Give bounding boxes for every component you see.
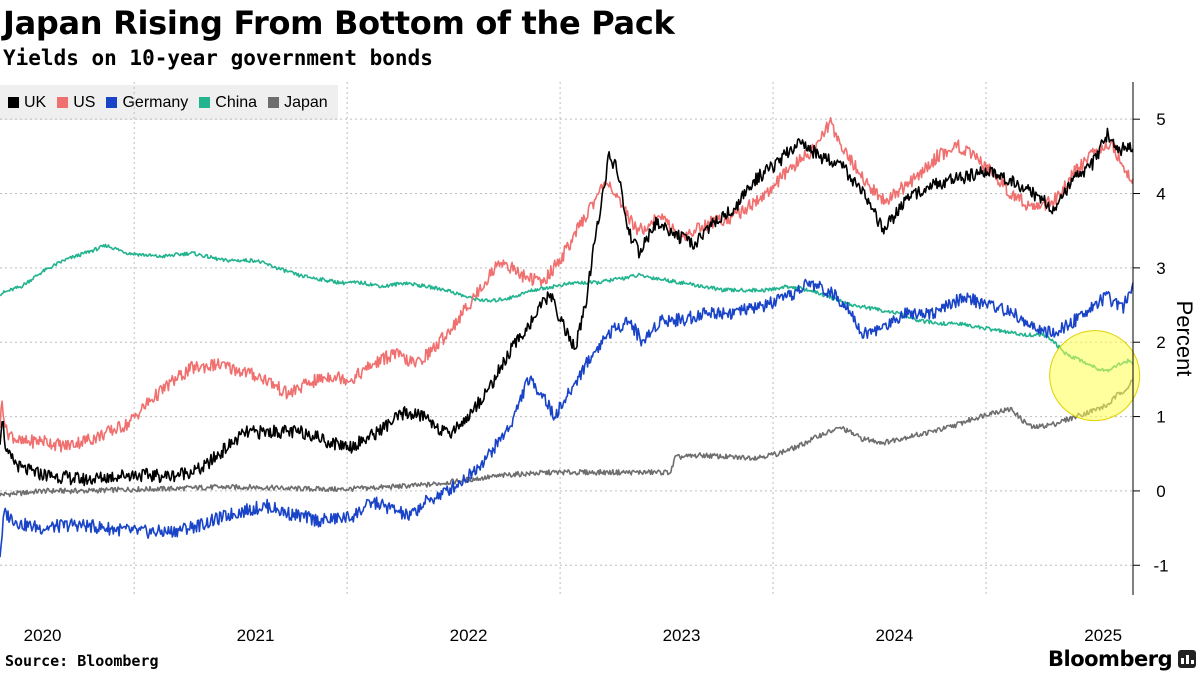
legend-label-japan: Japan — [284, 93, 328, 111]
legend-label-us: US — [73, 93, 96, 111]
bloomberg-icon — [1178, 650, 1196, 668]
y-tick-label: 1 — [1156, 408, 1165, 427]
series-line-japan — [0, 378, 1134, 498]
legend-swatch-uk — [8, 97, 19, 108]
y-tick-label: 2 — [1156, 333, 1165, 352]
chart-legend: UK US Germany China Japan — [0, 85, 338, 120]
legend-swatch-us — [57, 97, 69, 108]
legend-item-japan: Japan — [268, 94, 328, 112]
x-tick-label: 2022 — [450, 626, 488, 645]
series-lines — [0, 117, 1134, 558]
series-line-germany — [0, 278, 1134, 558]
y-tick-label: 5 — [1156, 110, 1165, 129]
legend-item-germany: Germany — [106, 94, 188, 112]
y-tick-label: 3 — [1156, 259, 1165, 278]
y-tick-label: -1 — [1153, 556, 1168, 575]
highlight-layer — [1049, 330, 1141, 422]
y-tick-label: 0 — [1156, 482, 1165, 501]
series-line-china — [0, 243, 1134, 373]
x-tick-label: 2021 — [237, 626, 275, 645]
x-tick-label: 2023 — [663, 626, 701, 645]
legend-swatch-japan — [268, 97, 280, 108]
y-axis-label: Percent — [1172, 301, 1197, 377]
brand-logo: Bloomberg — [1048, 647, 1173, 671]
highlight-circle — [1049, 330, 1141, 422]
x-tick-label: 2024 — [876, 626, 914, 645]
legend-label-uk: UK — [24, 93, 47, 111]
legend-item-china: China — [199, 94, 257, 112]
grid-lines — [0, 82, 1133, 595]
chart-title: Japan Rising From Bottom of the Pack — [3, 4, 675, 42]
chart-subtitle: Yields on 10-year government bonds — [3, 46, 433, 70]
legend-item-uk: UK — [8, 94, 46, 112]
x-tick-label: 2025 — [1084, 626, 1122, 645]
axes: -1 0 1 2 3 4 5 2020 2021 2022 2023 2024 2025 Percent — [24, 82, 1197, 645]
source-note: Source: Bloomberg — [5, 652, 159, 670]
legend-swatch-germany — [106, 97, 118, 108]
legend-swatch-china — [199, 97, 211, 108]
legend-label-china: China — [215, 93, 258, 111]
legend-label-germany: Germany — [122, 93, 189, 111]
series-line-uk — [0, 127, 1134, 487]
legend-item-us: US — [57, 94, 95, 112]
series-line-us — [0, 117, 1134, 453]
x-tick-label: 2020 — [24, 626, 62, 645]
y-tick-label: 4 — [1156, 185, 1165, 204]
